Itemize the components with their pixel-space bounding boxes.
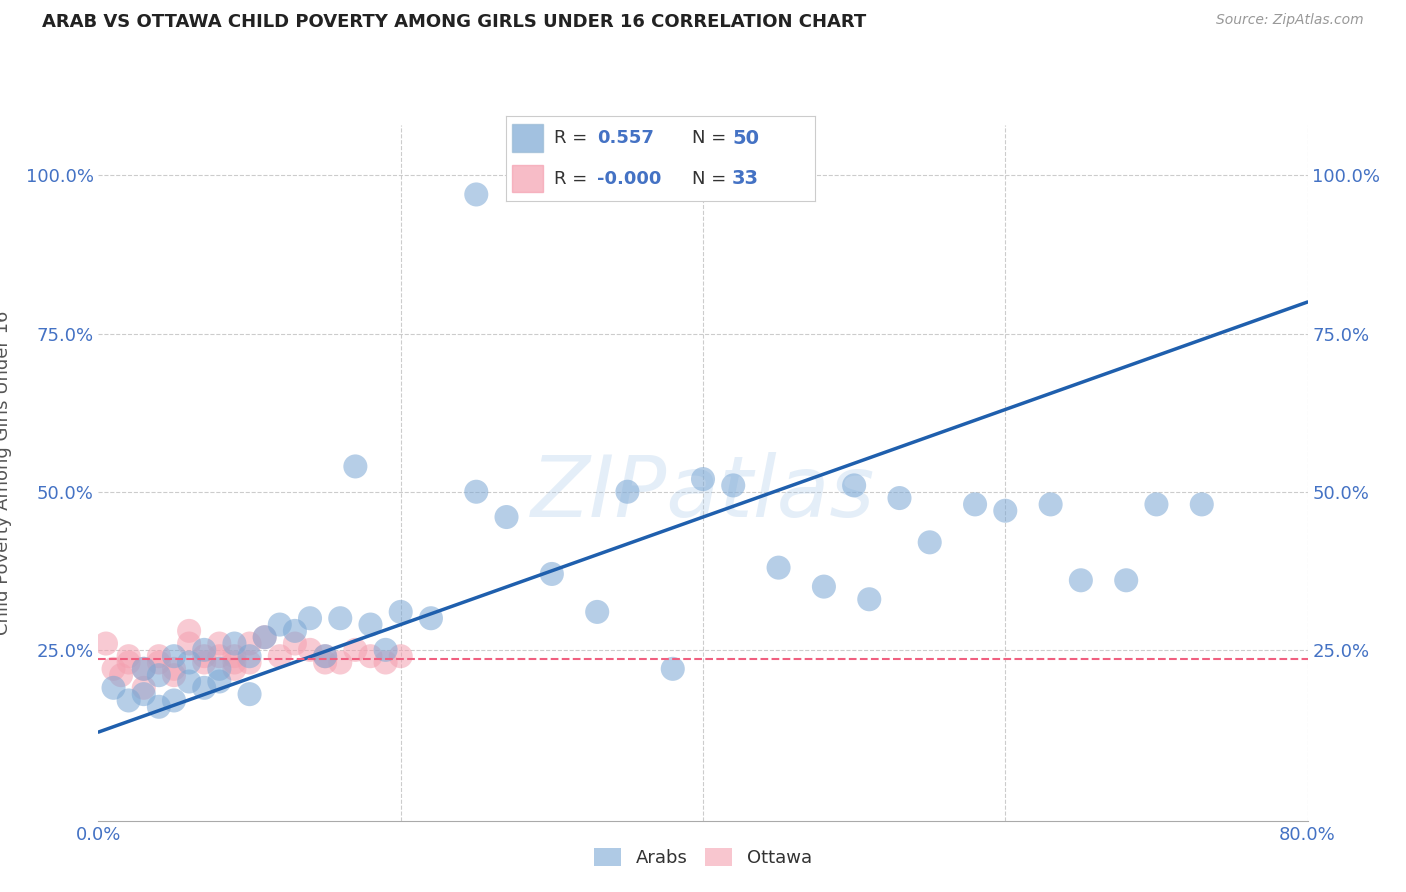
Point	[163, 668, 186, 682]
Point	[193, 643, 215, 657]
Point	[465, 484, 488, 499]
Text: 0.557: 0.557	[598, 129, 654, 147]
Point	[374, 643, 396, 657]
Point	[118, 656, 141, 670]
Point	[132, 662, 155, 676]
Point	[314, 649, 336, 664]
Point	[118, 693, 141, 707]
Point	[465, 187, 488, 202]
Point	[239, 649, 262, 664]
Point	[179, 624, 201, 638]
Point	[1144, 497, 1167, 511]
Text: 50: 50	[733, 129, 759, 148]
Point	[148, 649, 170, 664]
Legend: Arabs, Ottawa: Arabs, Ottawa	[586, 840, 820, 874]
Point	[103, 662, 125, 676]
Point	[314, 656, 336, 670]
Point	[284, 624, 307, 638]
Bar	[512, 125, 543, 152]
Point	[692, 472, 714, 486]
Y-axis label: Child Poverty Among Girls Under 16: Child Poverty Among Girls Under 16	[0, 310, 11, 635]
Point	[1191, 497, 1213, 511]
Point	[1070, 574, 1092, 588]
Point	[389, 649, 412, 664]
Point	[193, 656, 215, 670]
Point	[389, 605, 412, 619]
Point	[299, 643, 322, 657]
Point	[94, 636, 117, 650]
Point	[1115, 574, 1137, 588]
Point	[374, 656, 396, 670]
Point	[329, 611, 352, 625]
Point	[208, 662, 231, 676]
Point	[360, 649, 382, 664]
Point	[768, 560, 790, 574]
Point	[723, 478, 745, 492]
Point	[224, 656, 246, 670]
Point	[994, 504, 1017, 518]
Point	[239, 656, 262, 670]
Point	[858, 592, 880, 607]
Point	[239, 636, 262, 650]
Text: -0.000: -0.000	[598, 169, 662, 187]
Point	[586, 605, 609, 619]
Point	[179, 656, 201, 670]
Point	[148, 699, 170, 714]
Point	[299, 611, 322, 625]
Text: N =: N =	[692, 129, 731, 147]
Point	[193, 649, 215, 664]
Text: R =: R =	[554, 129, 593, 147]
Point	[239, 687, 262, 701]
Point	[132, 681, 155, 695]
Point	[208, 649, 231, 664]
Text: ZIPatlas: ZIPatlas	[531, 452, 875, 535]
Point	[208, 674, 231, 689]
Point	[253, 630, 276, 644]
Point	[616, 484, 638, 499]
Point	[314, 649, 336, 664]
Point	[208, 636, 231, 650]
Point	[918, 535, 941, 549]
Point	[253, 630, 276, 644]
Point	[269, 617, 291, 632]
Point	[193, 681, 215, 695]
Point	[148, 668, 170, 682]
Point	[110, 668, 132, 682]
Point	[844, 478, 866, 492]
Point	[420, 611, 443, 625]
Point	[148, 656, 170, 670]
Point	[179, 636, 201, 650]
Point	[269, 649, 291, 664]
Point	[540, 566, 562, 581]
Text: N =: N =	[692, 169, 731, 187]
Point	[163, 693, 186, 707]
Point	[344, 643, 367, 657]
Point	[344, 459, 367, 474]
Point	[163, 662, 186, 676]
Point	[224, 662, 246, 676]
Point	[284, 636, 307, 650]
Point	[179, 674, 201, 689]
Point	[965, 497, 987, 511]
Point	[329, 656, 352, 670]
Text: R =: R =	[554, 169, 593, 187]
Point	[224, 636, 246, 650]
Point	[163, 649, 186, 664]
Point	[889, 491, 911, 505]
Point	[662, 662, 685, 676]
Bar	[512, 165, 543, 192]
Text: ARAB VS OTTAWA CHILD POVERTY AMONG GIRLS UNDER 16 CORRELATION CHART: ARAB VS OTTAWA CHILD POVERTY AMONG GIRLS…	[42, 13, 866, 31]
Point	[118, 649, 141, 664]
Point	[132, 687, 155, 701]
Point	[103, 681, 125, 695]
Text: 33: 33	[733, 169, 759, 188]
Point	[132, 662, 155, 676]
Point	[1039, 497, 1062, 511]
Text: Source: ZipAtlas.com: Source: ZipAtlas.com	[1216, 13, 1364, 28]
Point	[813, 580, 835, 594]
Point	[224, 649, 246, 664]
Point	[495, 510, 517, 524]
Point	[360, 617, 382, 632]
